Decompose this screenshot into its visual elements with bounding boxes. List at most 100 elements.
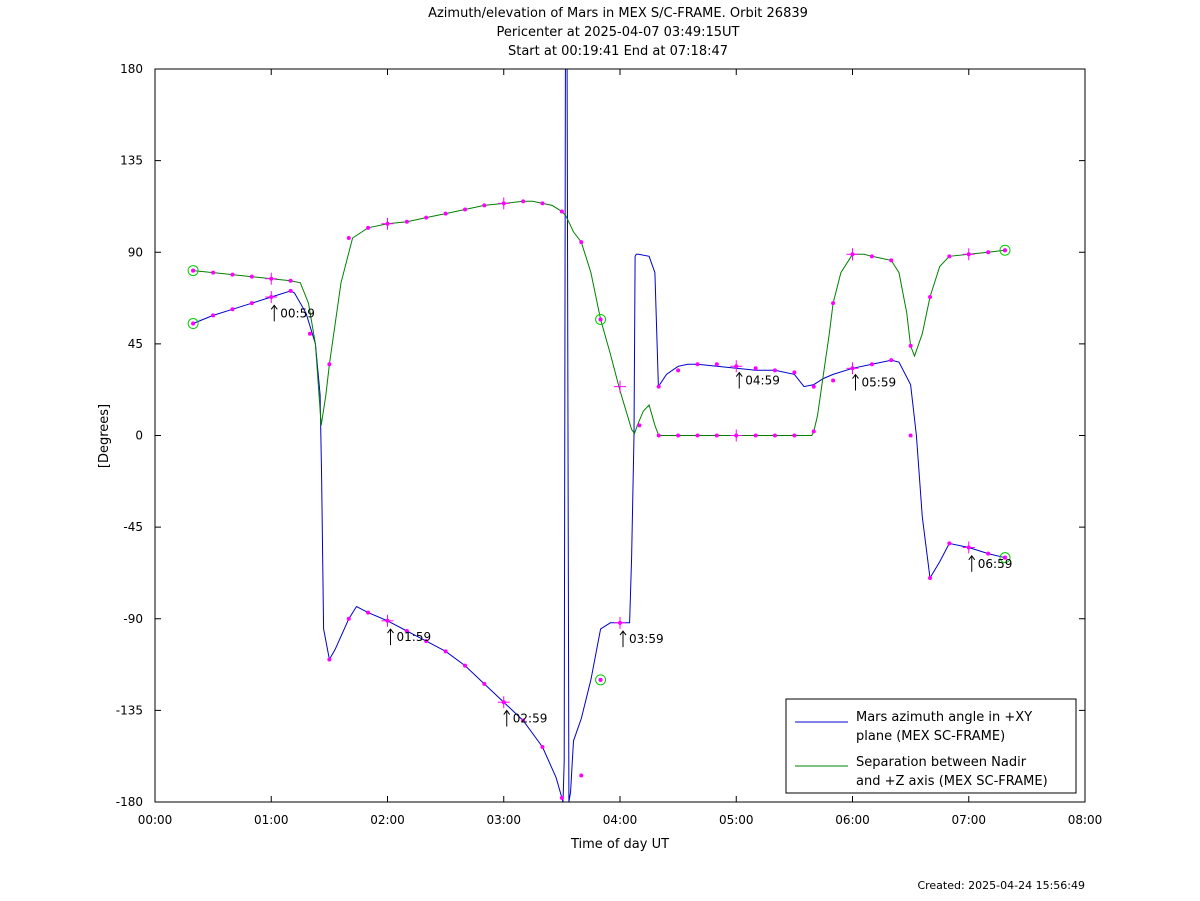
data-point-marker xyxy=(230,307,235,312)
y-tick-label: 0 xyxy=(135,429,143,443)
data-point-marker xyxy=(811,429,816,434)
hour-cross-marker xyxy=(497,197,510,210)
annotation-arrow-head xyxy=(503,709,511,715)
hour-cross-marker xyxy=(497,696,510,709)
data-point-marker xyxy=(559,795,564,800)
data-point-marker xyxy=(366,610,371,615)
data-point-marker xyxy=(714,362,719,367)
data-point-marker xyxy=(889,358,894,363)
data-point-marker xyxy=(346,616,351,621)
data-point-marker xyxy=(424,639,429,644)
time-annotation: 00:59 xyxy=(270,304,315,322)
data-point-marker xyxy=(986,250,991,255)
data-point-marker xyxy=(579,773,584,778)
annotation-arrow-head xyxy=(852,373,859,379)
series-azimuth-line xyxy=(192,68,1006,803)
y-tick-label: 90 xyxy=(128,245,143,259)
x-tick-label: 01:00 xyxy=(254,813,289,827)
data-point-marker xyxy=(211,270,216,275)
hour-cross-marker xyxy=(265,272,278,285)
data-point-marker xyxy=(230,272,235,277)
hour-cross-marker xyxy=(846,362,859,375)
x-axis-label: Time of day UT xyxy=(570,837,669,852)
data-point-marker xyxy=(463,207,468,212)
x-tick-label: 04:00 xyxy=(603,813,638,827)
time-annotation: 03:59 xyxy=(619,630,664,648)
legend-box xyxy=(785,698,1077,794)
plot-frame xyxy=(154,68,1086,803)
data-point-marker xyxy=(753,433,758,438)
annotation-layer: 00:59 01:59 02:59 03:59 04:59 05:59 06:59 xyxy=(270,304,1013,727)
data-point-marker xyxy=(831,301,836,306)
x-tick-label: 08:00 xyxy=(1068,813,1103,827)
y-tick-label: 135 xyxy=(120,154,143,168)
hour-cross-marker xyxy=(730,360,743,373)
endpoint-dot-marker xyxy=(598,677,603,682)
data-point-marker xyxy=(986,551,991,556)
data-point-marker xyxy=(811,384,816,389)
y-tick-label: -90 xyxy=(123,612,143,626)
data-point-marker xyxy=(521,199,526,204)
legend-entry-azimuth-line-1: Mars azimuth angle in +XY xyxy=(856,710,1032,725)
data-point-marker xyxy=(404,219,409,224)
endpoint-circle-marker xyxy=(999,244,1011,256)
data-point-marker xyxy=(656,433,661,438)
hour-cross-marker xyxy=(614,616,626,629)
data-point-marker xyxy=(889,258,894,263)
annotation-label: 06:59 xyxy=(978,557,1013,571)
data-point-marker xyxy=(676,368,681,373)
data-point-marker xyxy=(249,301,254,306)
series-separation-line xyxy=(193,200,1006,436)
data-point-marker xyxy=(211,313,216,318)
data-point-marker xyxy=(792,370,797,375)
chart-title: Azimuth/elevation of Mars in MEX S/C-FRA… xyxy=(428,6,808,59)
x-tick-label: 05:00 xyxy=(719,813,754,827)
data-point-marker xyxy=(656,384,661,389)
data-point-marker xyxy=(443,649,448,654)
annotation-arrow-head xyxy=(270,304,278,310)
endpoint-circle-marker xyxy=(595,313,607,325)
x-tick-label: 03:00 xyxy=(486,813,521,827)
series-layer xyxy=(192,68,1006,803)
annotation-arrow-head xyxy=(387,628,394,634)
data-point-marker xyxy=(869,254,874,259)
data-point-marker xyxy=(908,343,913,348)
endpoint-dot-marker xyxy=(1003,248,1008,253)
data-point-marker xyxy=(288,278,293,283)
data-point-marker xyxy=(831,378,836,383)
data-point-marker xyxy=(908,433,913,438)
annotation-label: 02:59 xyxy=(513,712,548,726)
data-point-marker xyxy=(424,215,429,220)
annotation-label: 03:59 xyxy=(629,632,664,646)
hour-cross-marker xyxy=(730,429,743,442)
annotation-arrow-head xyxy=(968,554,976,561)
annotation-arrow-head xyxy=(735,371,743,377)
data-point-marker xyxy=(714,433,719,438)
endpoint-circle-marker xyxy=(187,265,199,277)
title-line-2: Pericenter at 2025-04-07 03:49:15UT xyxy=(496,25,739,40)
data-point-marker xyxy=(695,362,700,367)
endpoint-dot-marker xyxy=(1003,555,1008,560)
data-point-marker xyxy=(676,433,681,438)
created-timestamp: Created: 2025-04-24 15:56:49 xyxy=(917,879,1085,892)
x-tick-label: 06:00 xyxy=(835,813,870,827)
data-point-marker xyxy=(695,433,700,438)
data-point-marker xyxy=(443,211,448,216)
legend-entry-azimuth-line-2: plane (MEX SC-FRAME) xyxy=(856,729,1005,744)
title-line-1: Azimuth/elevation of Mars in MEX S/C-FRA… xyxy=(428,6,808,21)
time-annotation: 06:59 xyxy=(968,554,1013,572)
endpoint-dot-marker xyxy=(191,268,196,273)
time-annotation: 02:59 xyxy=(503,709,548,727)
data-point-marker xyxy=(288,288,293,293)
annotation-label: 04:59 xyxy=(745,374,780,388)
hour-cross-marker xyxy=(381,217,394,230)
data-point-marker xyxy=(327,657,332,662)
data-point-marker xyxy=(947,541,952,546)
data-point-marker xyxy=(637,423,642,428)
hour-cross-marker xyxy=(381,614,394,627)
data-point-marker xyxy=(928,576,933,581)
data-point-marker xyxy=(463,663,468,668)
data-point-marker xyxy=(366,225,371,230)
time-annotation: 04:59 xyxy=(735,371,780,389)
x-axis: 00:00 01:00 02:00 03:00 04:00 05:00 06:00 07:00… xyxy=(138,69,1103,827)
